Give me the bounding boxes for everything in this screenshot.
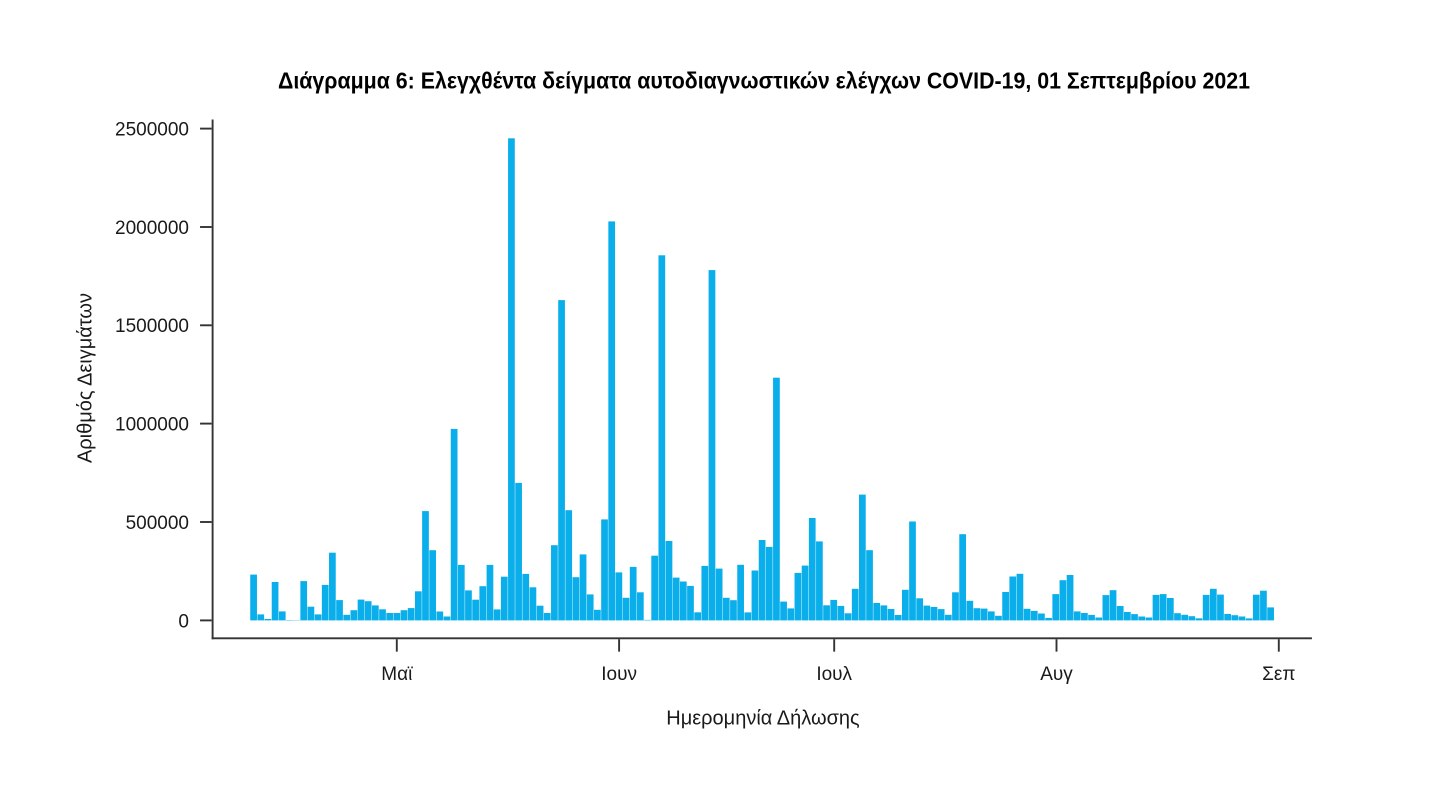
svg-text:2500000: 2500000 — [115, 120, 189, 141]
svg-text:2000000: 2000000 — [115, 218, 189, 239]
svg-text:Αριθμός Δειγμάτων: Αριθμός Δειγμάτων — [75, 293, 97, 463]
svg-text:Σεπ: Σεπ — [1262, 664, 1295, 685]
svg-text:Μαϊ: Μαϊ — [381, 664, 413, 685]
svg-text:Αυγ: Αυγ — [1040, 664, 1073, 685]
svg-text:1500000: 1500000 — [115, 316, 189, 337]
svg-text:0: 0 — [178, 611, 189, 632]
svg-text:Ιουλ: Ιουλ — [816, 664, 852, 685]
svg-text:Ιουν: Ιουν — [601, 664, 637, 685]
svg-text:500000: 500000 — [126, 513, 189, 534]
svg-text:Διάγραμμα 6: Ελεγχθέντα δείγμα: Διάγραμμα 6: Ελεγχθέντα δείγματα αυτοδια… — [278, 68, 1250, 94]
svg-text:1000000: 1000000 — [115, 415, 189, 436]
svg-text:Ημερομηνία Δήλωσης: Ημερομηνία Δήλωσης — [666, 707, 860, 729]
